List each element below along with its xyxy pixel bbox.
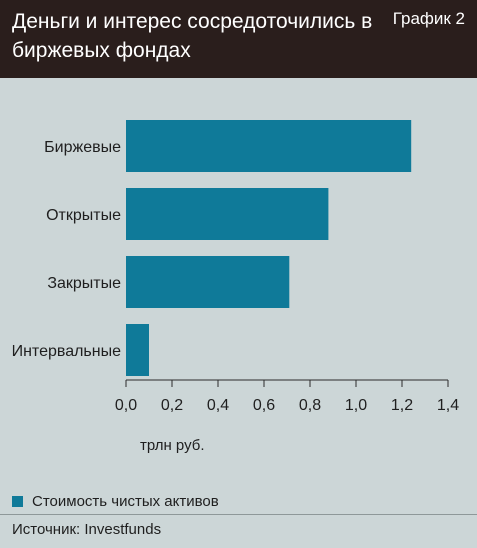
bar xyxy=(126,188,329,240)
x-axis-label: трлн руб. xyxy=(140,437,205,454)
category-label: Открытые xyxy=(46,207,121,224)
x-tick-label: 1,4 xyxy=(437,397,459,414)
chart-number-tag: График 2 xyxy=(392,9,465,28)
footer-divider xyxy=(0,514,477,515)
chart-header: Деньги и интерес сосредоточились в бирже… xyxy=(0,0,477,78)
x-tick-label: 1,2 xyxy=(391,397,413,414)
category-label: Интервальные xyxy=(12,343,122,360)
category-label: Биржевые xyxy=(44,139,121,156)
category-label: Закрытые xyxy=(47,275,121,292)
legend: Стоимость чистых активов xyxy=(12,491,219,511)
plot-area: 0,0 0,2 0,4 0,6 0,8 1,0 1,2 1,4 трлн руб. Биржевы… xyxy=(0,78,477,478)
legend-swatch xyxy=(12,495,23,507)
x-tick-label: 1,0 xyxy=(345,397,367,414)
x-tick-label: 0,8 xyxy=(299,397,321,414)
x-tick-label: 0,0 xyxy=(115,397,137,414)
chart-title: Деньги и интерес сосредоточились в бирже… xyxy=(12,10,373,62)
bar-chart: 0,0 0,2 0,4 0,6 0,8 1,0 1,2 1,4 трлн руб. Биржевы… xyxy=(12,120,459,454)
bar xyxy=(126,120,412,172)
bar xyxy=(126,256,290,308)
x-tick-label: 0,4 xyxy=(207,397,229,414)
source-note: Источник: Investfunds xyxy=(12,521,162,538)
bar xyxy=(126,324,149,376)
legend-label: Стоимость чистых активов xyxy=(32,492,219,510)
x-tick-label: 0,6 xyxy=(253,397,275,414)
x-tick-label: 0,2 xyxy=(161,397,183,414)
